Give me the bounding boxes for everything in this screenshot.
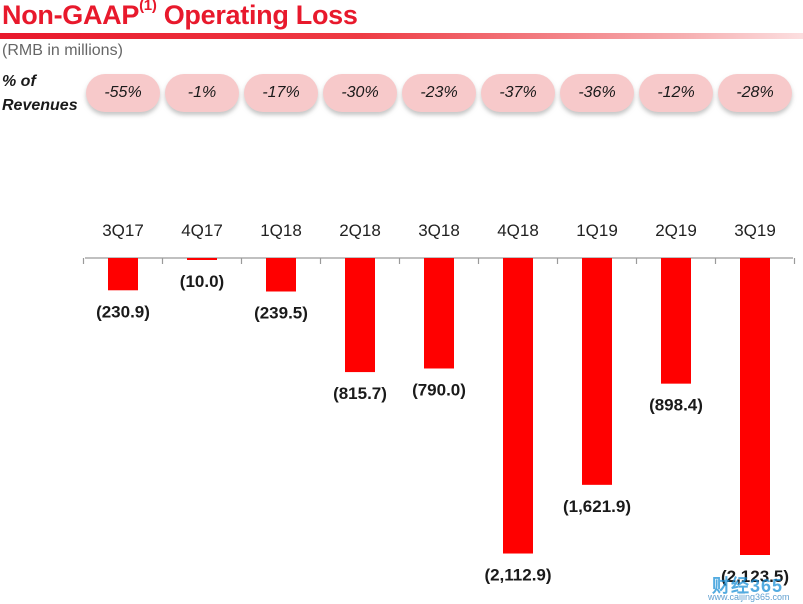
bar-1q18 (266, 258, 296, 292)
value-label: (1,621.9) (563, 497, 631, 516)
value-label: (230.9) (96, 302, 150, 321)
title-footnote-marker: (1) (139, 0, 157, 14)
category-label: 3Q19 (734, 221, 776, 240)
percent-pill: -36% (560, 74, 634, 112)
percent-pill: -1% (165, 74, 239, 112)
percent-label-line2: Revenues (2, 97, 78, 114)
percent-pill: -30% (323, 74, 397, 112)
category-label: 1Q18 (260, 221, 302, 240)
category-label: 2Q18 (339, 221, 381, 240)
bar-4q17 (187, 258, 217, 260)
value-label: (2,123.5) (721, 567, 789, 586)
bar-3q18 (424, 258, 454, 369)
bar-2q18 (345, 258, 375, 373)
chart-title: Non-GAAP(1) Operating Loss (2, 0, 358, 31)
title-text-rest: Operating Loss (156, 0, 358, 30)
value-label: (2,112.9) (484, 566, 551, 585)
percent-pill: -28% (718, 74, 792, 112)
bar-4q18 (503, 258, 533, 554)
bar-3q19 (740, 258, 770, 555)
value-label: (239.5) (254, 303, 308, 322)
bar-3q17 (108, 258, 138, 291)
percent-pill: -37% (481, 74, 555, 112)
category-label: 3Q18 (418, 221, 460, 240)
percent-pill: -55% (86, 74, 160, 112)
units-subtitle: (RMB in millions) (2, 42, 123, 59)
value-label: (898.4) (649, 396, 703, 415)
value-label: (790.0) (412, 380, 466, 399)
bar-2q19 (661, 258, 691, 384)
percent-pill: -23% (402, 74, 476, 112)
watermark-url: www.caijing365.com (708, 592, 790, 602)
percent-pill: -17% (244, 74, 318, 112)
value-label: (815.7) (333, 384, 387, 403)
watermark-logo: 财经365 (712, 576, 784, 596)
category-label: 2Q19 (655, 221, 697, 240)
value-label: (10.0) (180, 272, 224, 291)
title-text: Non-GAAP (2, 0, 140, 30)
bar-1q19 (582, 258, 612, 485)
category-label: 4Q17 (181, 221, 223, 240)
percent-pill: -12% (639, 74, 713, 112)
percent-label-line1: % of (2, 73, 36, 90)
category-label: 3Q17 (102, 221, 144, 240)
category-label: 1Q19 (576, 221, 618, 240)
category-label: 4Q18 (497, 221, 539, 240)
title-divider (0, 33, 803, 39)
percent-of-revenues-label: % of Revenues (2, 70, 84, 118)
